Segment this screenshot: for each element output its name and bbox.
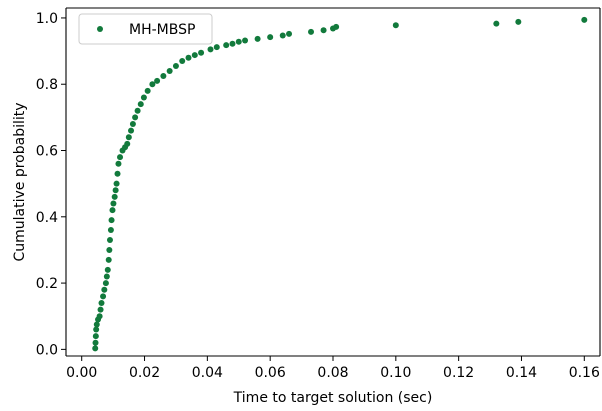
data-point [132, 114, 139, 121]
data-point [160, 72, 167, 79]
data-point [106, 237, 113, 243]
data-point [112, 187, 119, 194]
data-point [140, 94, 147, 101]
x-axis-label: Time to target solution (sec) [233, 390, 433, 406]
y-tick-label: 0.2 [36, 276, 58, 292]
y-tick-label: 0.8 [36, 77, 58, 93]
data-point [98, 299, 105, 306]
data-point [109, 207, 116, 214]
legend-marker [97, 26, 103, 32]
y-tick-label: 0.6 [36, 144, 58, 160]
x-tick-label: 0.14 [506, 365, 537, 381]
data-point [106, 246, 113, 253]
data-point [392, 22, 399, 29]
data-point [149, 81, 156, 88]
data-point [93, 326, 100, 333]
data-point [242, 37, 249, 44]
data-point [125, 134, 132, 141]
data-point [134, 107, 141, 114]
data-point [308, 28, 315, 35]
data-point [229, 40, 236, 47]
data-point [581, 16, 588, 23]
data-point [92, 345, 99, 352]
x-tick-label: 0.16 [569, 365, 600, 381]
data-point [124, 140, 131, 147]
data-point [213, 44, 220, 51]
data-point [96, 313, 103, 320]
data-point [267, 34, 274, 41]
data-point [93, 321, 100, 328]
data-point [154, 77, 161, 84]
legend-box [78, 13, 213, 45]
data-point [103, 273, 110, 280]
data-point [254, 35, 261, 42]
data-point [97, 306, 104, 313]
data-point [128, 127, 135, 134]
data-point [144, 87, 151, 94]
data-point [198, 49, 205, 56]
data-point [166, 67, 173, 74]
y-tick-label: 0.0 [36, 342, 58, 358]
x-tick-label: 0.08 [317, 365, 348, 381]
data-point [515, 18, 522, 25]
data-point [115, 160, 122, 167]
data-point [137, 101, 144, 108]
data-point [223, 42, 230, 49]
x-tick-label: 0.00 [66, 365, 97, 381]
x-tick-label: 0.06 [255, 365, 286, 381]
x-tick-label: 0.12 [443, 365, 474, 381]
data-point [207, 46, 214, 53]
data-point [114, 170, 121, 177]
legend-label: MH-MBSP [129, 22, 195, 38]
data-point [102, 280, 109, 287]
data-point [129, 121, 136, 127]
data-point [105, 256, 112, 263]
data-point [279, 32, 286, 39]
data-point [100, 293, 107, 300]
data-point [107, 227, 114, 234]
data-point [117, 154, 124, 161]
legend: MH-MBSP [78, 13, 213, 45]
data-point [101, 286, 108, 293]
ticks-layer: 0.00 0.02 0.04 0.06 0.08 0.10 0.12 0.14 0.16 0.0 0… [36, 11, 600, 381]
axes-layer [65, 7, 601, 357]
data-point [110, 200, 117, 207]
data-point [320, 27, 327, 34]
data-point [104, 266, 111, 273]
data-point [185, 54, 192, 61]
series-layer [92, 16, 588, 352]
data-point [333, 23, 340, 30]
y-tick-label: 0.4 [36, 210, 58, 226]
data-point [191, 52, 198, 59]
y-axis-label: Cumulative probability [12, 102, 28, 261]
data-point [113, 180, 120, 187]
data-point [235, 38, 242, 45]
data-point [108, 217, 115, 224]
data-point [493, 20, 500, 27]
data-point [179, 58, 186, 65]
data-point [92, 333, 99, 340]
data-point [92, 339, 99, 346]
data-point [172, 63, 179, 69]
x-tick-label: 0.04 [192, 365, 223, 381]
data-point [286, 30, 293, 37]
data-point [111, 193, 118, 200]
x-tick-label: 0.10 [380, 365, 411, 381]
x-tick-label: 0.02 [129, 365, 160, 381]
y-tick-label: 1.0 [36, 11, 58, 27]
